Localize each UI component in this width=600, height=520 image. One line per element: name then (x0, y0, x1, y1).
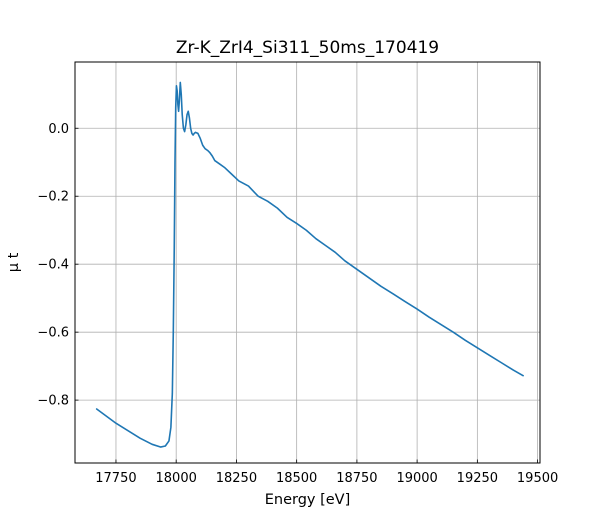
x-tick-label: 19500 (517, 471, 558, 486)
tick-labels: 17750 18000 18250 18500 18750 19000 19250 19500… (37, 122, 558, 486)
series-layer (95, 81, 524, 448)
tick-layer (75, 127, 538, 463)
x-tick-label: 18250 (216, 471, 257, 486)
y-tick-label: 0.0 (48, 122, 69, 137)
x-tick-label: 19250 (457, 471, 498, 486)
y-axis-title: μ t (6, 252, 22, 272)
series-line (95, 81, 524, 448)
y-tick-label: −0.2 (37, 190, 69, 205)
y-tick-label: −0.8 (37, 394, 69, 409)
x-axis-title: Energy [eV] (265, 492, 351, 508)
y-tick-label: −0.6 (37, 326, 69, 341)
x-tick-label: 18750 (336, 471, 377, 486)
chart-title: Zr-K_ZrI4_Si311_50ms_170419 (176, 38, 439, 58)
y-tick-label: −0.4 (37, 258, 69, 273)
plot-frame (74, 61, 541, 464)
x-tick-label: 18000 (156, 471, 197, 486)
grid (75, 62, 540, 463)
x-tick-label: 19000 (396, 471, 437, 486)
x-tick-label: 17750 (95, 471, 136, 486)
x-tick-label: 18500 (276, 471, 317, 486)
